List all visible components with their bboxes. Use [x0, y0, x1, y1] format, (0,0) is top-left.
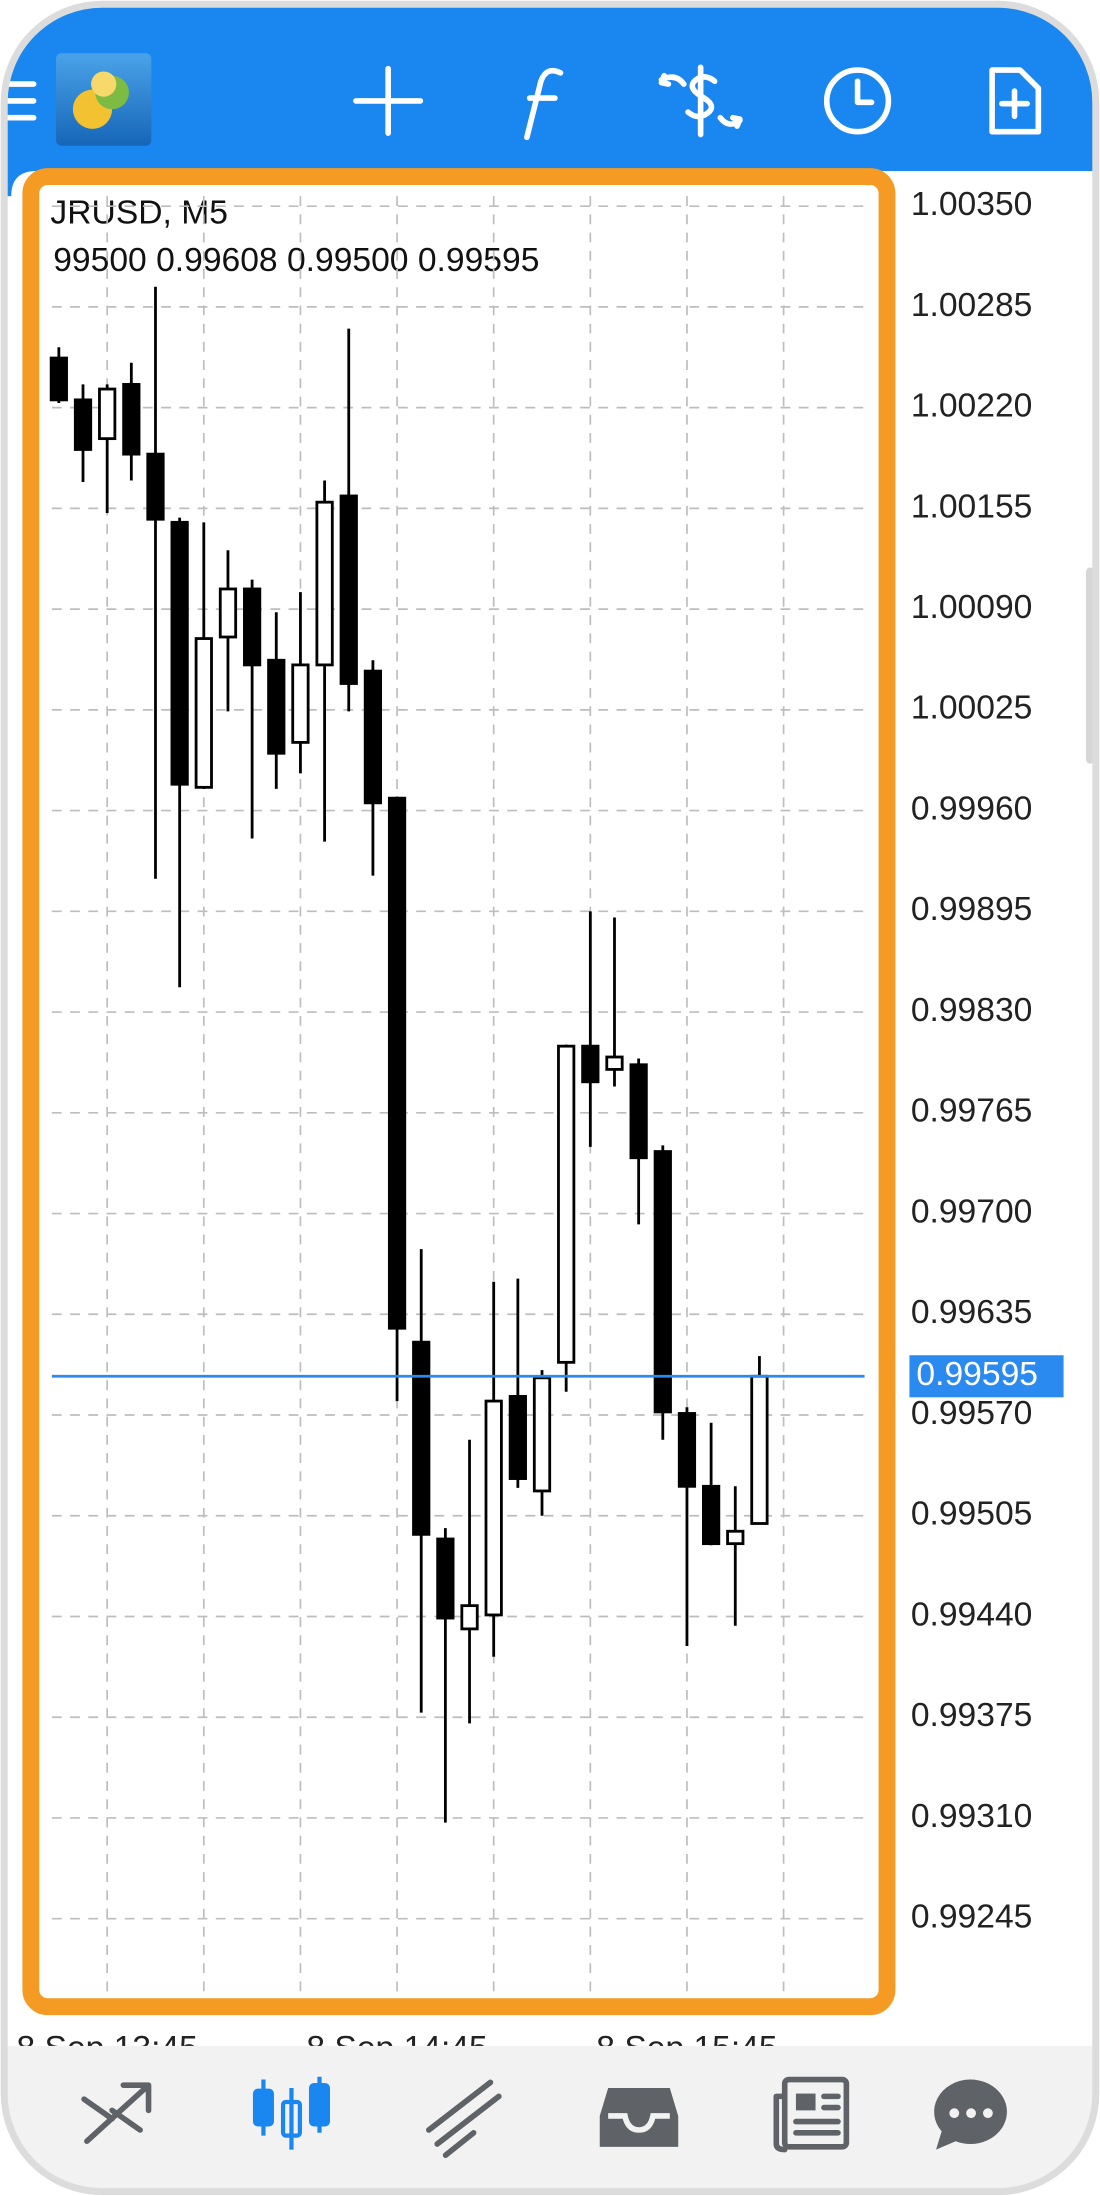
candle-body	[750, 1374, 769, 1525]
candle-body	[170, 520, 189, 786]
candle-body	[73, 398, 93, 451]
chart-subtitle: 99500 0.99608 0.99500 0.99595	[53, 242, 539, 279]
history-tab[interactable]	[599, 2087, 679, 2147]
y-tick-label: 0.99505	[911, 1496, 1033, 1533]
candle-body	[557, 1044, 576, 1364]
candle-body	[49, 356, 68, 402]
menu-icon[interactable]	[4, 81, 37, 121]
y-tick-label: 1.00220	[911, 388, 1033, 425]
price-tag	[909, 1355, 1064, 1398]
plot: JRUSD, M5 99500 0.99608 0.99500 0.99595 …	[16, 186, 1064, 2067]
indicator-icon[interactable]	[524, 67, 564, 141]
candle-body	[339, 494, 358, 685]
y-tick-label: 0.99895	[911, 891, 1033, 928]
app-logo[interactable]	[56, 53, 152, 146]
timeframe-icon[interactable]	[823, 67, 892, 135]
candle-body	[508, 1395, 527, 1480]
trade-tab[interactable]	[425, 2079, 502, 2159]
candle-body	[702, 1484, 721, 1546]
candle-body	[726, 1529, 745, 1546]
chart-title: JRUSD, M5	[50, 194, 227, 231]
crosshair-icon[interactable]	[353, 65, 424, 136]
news-tab[interactable]	[773, 2076, 850, 2153]
candle-body	[146, 452, 165, 521]
candle-body	[677, 1412, 697, 1488]
candle-body	[267, 658, 286, 755]
candle-body	[629, 1063, 648, 1160]
y-tick-label: 0.99635	[911, 1294, 1033, 1331]
candle-body	[363, 669, 383, 805]
candle-body	[122, 382, 141, 456]
y-tick-label: 1.00090	[911, 589, 1033, 626]
candle-body	[218, 587, 238, 639]
highlight-box	[22, 168, 896, 2016]
chart-area	[11, 170, 1096, 2046]
y-tick-label: 0.99310	[911, 1798, 1033, 1835]
y-tick-label: 1.00025	[911, 690, 1033, 727]
y-tick-label: 0.99570	[911, 1395, 1033, 1432]
candle-body	[412, 1340, 431, 1536]
chart-tab[interactable]	[252, 2076, 330, 2150]
y-tick-label: 0.99245	[911, 1899, 1033, 1936]
y-tick-label: 0.99375	[911, 1697, 1033, 1734]
y-tick-label: 0.99960	[911, 790, 1033, 827]
candle-body	[484, 1399, 503, 1617]
candle-body	[194, 637, 213, 789]
candle-body	[653, 1150, 672, 1414]
candle-body	[581, 1044, 600, 1084]
new-order-icon[interactable]	[989, 67, 1042, 135]
candle-body	[436, 1537, 455, 1620]
quotes-tab[interactable]	[81, 2082, 152, 2145]
y-tick-label: 0.99765	[911, 1093, 1033, 1130]
y-tick-label: 0.99830	[911, 992, 1033, 1029]
candle-body	[291, 663, 310, 744]
candle-body	[315, 500, 334, 667]
candle-body	[532, 1376, 552, 1493]
candle-body	[387, 796, 407, 1330]
trade-icon[interactable]	[658, 64, 743, 138]
candle-body	[98, 387, 117, 441]
y-tick-label: 1.00285	[911, 287, 1033, 324]
price-label: 0.99595	[916, 1356, 1038, 1393]
candle-body	[460, 1604, 479, 1631]
y-tick-label: 1.00350	[911, 186, 1033, 223]
y-tick-label: 1.00155	[911, 488, 1033, 525]
chat-tab[interactable]	[934, 2079, 1007, 2150]
candle-body	[243, 587, 262, 667]
bottom-nav	[4, 2045, 1096, 2192]
candle-body	[605, 1055, 624, 1071]
y-tick-label: 0.99700	[911, 1193, 1033, 1230]
y-tick-label: 0.99440	[911, 1596, 1033, 1633]
